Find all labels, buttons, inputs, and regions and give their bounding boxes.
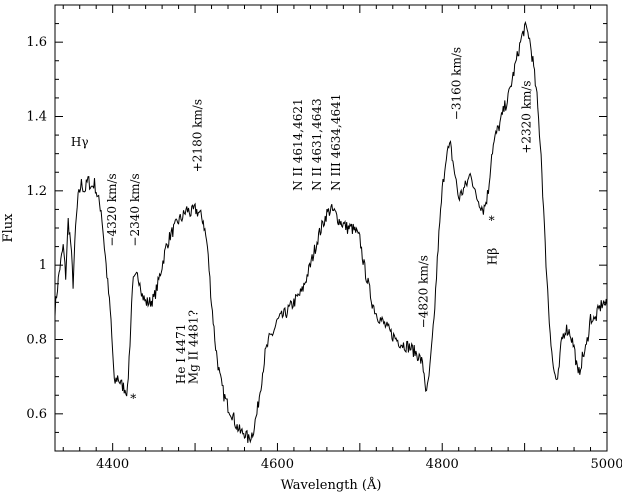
annotation-label: N III 4634,4641 (329, 94, 343, 191)
annotation-label: −3160 km/s (449, 47, 463, 120)
flux-spectrum-line (54, 20, 608, 444)
y-tick-label: 1.4 (26, 110, 47, 125)
annotation-label: He I 4471 (174, 324, 188, 384)
annotation-label: Hγ (71, 135, 89, 149)
x-tick-label: 4800 (426, 457, 459, 472)
annotation-label: +2320 km/s (519, 80, 533, 153)
y-tick-label: 1.6 (26, 35, 47, 50)
annotation-label: −2340 km/s (128, 173, 142, 246)
y-tick-label: 0.6 (26, 407, 47, 422)
annotation-label: −4820 km/s (416, 255, 430, 328)
x-tick-label: 4600 (261, 457, 294, 472)
y-axis-title: Flux (1, 213, 16, 243)
annotation-label: −4320 km/s (105, 173, 119, 246)
x-axis-title: Wavelength (Å) (281, 477, 382, 493)
annotation-label: * (130, 392, 136, 406)
y-axis: 0.6 0.8 1 1.2 1.4 1.6 (26, 4, 607, 452)
line-annotations: Hγ −4320 km/s −2340 km/s * +2180 km/s He I 44… (71, 47, 533, 406)
x-tick-label: 5000 (590, 457, 622, 472)
annotation-label: Mg II 4481? (187, 310, 201, 384)
annotation-label: N II 4614,4621 (291, 98, 305, 191)
annotation-label: * (489, 213, 495, 227)
x-axis: 4400 4600 4800 5000 (62, 5, 622, 472)
annotation-label: +2180 km/s (191, 99, 205, 172)
y-tick-label: 1.2 (26, 184, 47, 199)
y-tick-label: 0.8 (26, 333, 47, 348)
annotation-label: N II 4631,4643 (310, 98, 324, 191)
annotation-label: Hβ (486, 248, 500, 265)
x-tick-label: 4400 (96, 457, 129, 472)
y-tick-label: 1 (39, 258, 47, 273)
